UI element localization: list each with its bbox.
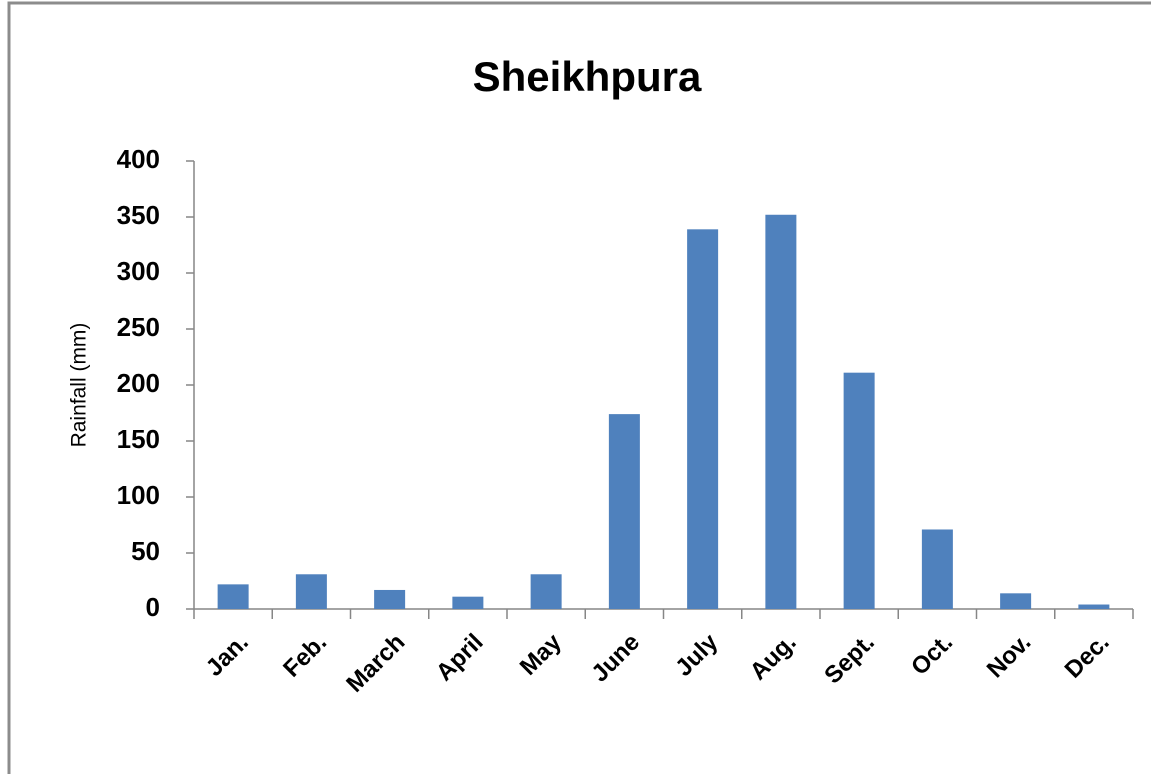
bar	[765, 214, 797, 609]
bar	[1078, 604, 1110, 609]
y-tick-label: 150	[117, 424, 160, 454]
chart-frame	[7, 1, 1151, 774]
bar	[374, 589, 406, 609]
bar	[921, 529, 953, 609]
y-tick-label: 250	[117, 312, 160, 342]
y-tick-label: 200	[117, 368, 160, 398]
bar	[530, 574, 562, 609]
y-tick-label: 50	[131, 536, 160, 566]
bar	[843, 372, 875, 609]
chart-title: Sheikhpura	[473, 53, 702, 100]
y-tick-label: 100	[117, 480, 160, 510]
y-tick-label: 400	[117, 144, 160, 174]
bar	[295, 574, 327, 609]
bar	[687, 229, 719, 609]
bar	[1000, 593, 1032, 609]
bar	[452, 596, 484, 609]
bar	[217, 584, 249, 609]
y-tick-label: 350	[117, 200, 160, 230]
y-tick-label: 300	[117, 256, 160, 286]
bar	[608, 414, 640, 609]
y-axis-label: Rainfall (mm)	[68, 323, 91, 448]
y-tick-label: 0	[146, 592, 160, 622]
